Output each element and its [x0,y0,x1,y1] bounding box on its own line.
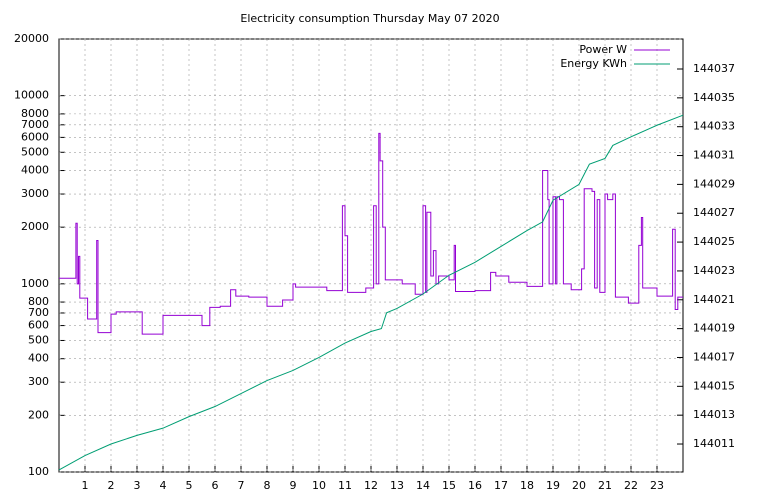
x-tick-label: 2 [108,479,115,492]
y-tick-label: 600 [28,319,49,332]
x-tick-label: 14 [416,479,430,492]
y-tick-label: 20000 [14,32,49,45]
y-tick-label: 8000 [21,107,49,120]
y2-tick-label: 144029 [693,177,735,190]
y-tick-label: 100 [28,465,49,478]
x-tick-label: 3 [134,479,141,492]
legend-label: Energy KWh [560,57,627,70]
x-tick-label: 23 [650,479,664,492]
y2-tick-label: 144025 [693,235,735,248]
y2-tick-label: 144031 [693,149,735,162]
y2-tick-label: 144011 [693,437,735,450]
y-tick-label: 1000 [21,277,49,290]
x-tick-label: 10 [312,479,326,492]
y-tick-label: 2000 [21,220,49,233]
x-tick-label: 15 [442,479,456,492]
x-tick-label: 18 [520,479,534,492]
y-tick-label: 5000 [21,145,49,158]
y2-tick-label: 144023 [693,264,735,277]
x-tick-label: 11 [338,479,352,492]
x-tick-label: 9 [290,479,297,492]
x-tick-label: 7 [238,479,245,492]
x-tick-label: 13 [390,479,404,492]
x-tick-label: 17 [494,479,508,492]
x-tick-label: 5 [186,479,193,492]
y-tick-label: 500 [28,333,49,346]
x-tick-label: 21 [598,479,612,492]
x-tick-label: 22 [624,479,638,492]
x-tick-label: 16 [468,479,482,492]
chart-title: Electricity consumption Thursday May 07 … [240,12,499,25]
x-tick-label: 1 [82,479,89,492]
y-tick-label: 700 [28,306,49,319]
x-tick-label: 12 [364,479,378,492]
y2-tick-label: 144017 [693,350,735,363]
x-tick-label: 4 [160,479,167,492]
x-tick-label: 8 [264,479,271,492]
y-tick-label: 200 [28,408,49,421]
y2-tick-label: 144037 [693,62,735,75]
x-tick-label: 19 [546,479,560,492]
y-tick-label: 400 [28,352,49,365]
y-tick-label: 3000 [21,187,49,200]
y2-tick-label: 144027 [693,206,735,219]
y2-tick-label: 144019 [693,322,735,335]
x-tick-label: 6 [212,479,219,492]
y-tick-label: 6000 [21,130,49,143]
y-tick-label: 300 [28,375,49,388]
series-line [59,132,683,335]
y2-tick-label: 144021 [693,293,735,306]
y-tick-label: 800 [28,295,49,308]
series-line [58,114,684,471]
y2-tick-label: 144035 [693,91,735,104]
legend-label: Power W [579,43,627,56]
y2-tick-label: 144033 [693,120,735,133]
x-tick-label: 20 [572,479,586,492]
y2-tick-label: 144015 [693,379,735,392]
y2-tick-label: 144013 [693,408,735,421]
y-tick-label: 4000 [21,164,49,177]
y-tick-label: 10000 [14,89,49,102]
y-tick-label: 7000 [21,118,49,131]
